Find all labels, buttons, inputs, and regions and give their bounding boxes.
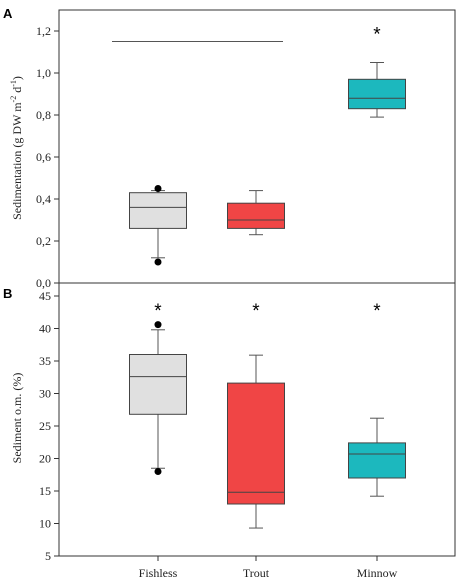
y-tick-label: 20 <box>39 452 51 466</box>
panel-b-y-axis: 5 10 15 20 25 30 35 40 45 <box>39 289 59 563</box>
box-minnow: * <box>348 25 406 118</box>
y-tick-label: 1,2 <box>36 24 51 38</box>
outlier-point <box>154 321 162 329</box>
panel-b-label: B <box>3 286 12 301</box>
box-fishless <box>129 185 187 266</box>
y-tick-label: 0,6 <box>36 150 51 164</box>
box-fishless: * <box>129 301 187 475</box>
y-tick-label: 15 <box>39 484 51 498</box>
panel-b: B 5 10 15 20 25 30 35 40 45 * * * Sediment o.m. (%… <box>3 282 456 580</box>
significance-marker: * <box>154 301 162 322</box>
y-tick-label: 1,0 <box>36 66 51 80</box>
y-tick-label: 30 <box>39 387 51 401</box>
y-tick-label: 45 <box>39 289 51 303</box>
y-tick-label: 0,8 <box>36 108 51 122</box>
box-iqr <box>129 354 187 415</box>
panel-a-label: A <box>3 6 13 21</box>
outlier-point <box>154 468 162 475</box>
panel-a-y-axis-title: Sedimentation (g DW m-2 d-1) <box>9 76 24 220</box>
y-tick-label: 40 <box>39 322 51 336</box>
y-tick-label: 0,4 <box>36 192 51 206</box>
box-minnow: * <box>348 301 406 497</box>
y-tick-label: 5 <box>45 549 51 563</box>
outlier-point <box>154 258 162 266</box>
y-tick-label: 0,0 <box>36 276 51 290</box>
box-iqr <box>129 192 187 229</box>
box-iqr <box>348 442 406 479</box>
significance-marker: * <box>252 301 260 322</box>
y-tick-label: 25 <box>39 419 51 433</box>
box-trout <box>227 190 285 236</box>
box-iqr <box>227 202 285 229</box>
panel-a-frame <box>58 9 456 284</box>
panel-b-y-axis-title: Sediment o.m. (%) <box>10 373 24 464</box>
box-iqr <box>227 382 285 505</box>
x-category-label: Trout <box>243 566 270 580</box>
significance-marker: * <box>373 25 381 46</box>
panel-a-y-axis: 0,0 0,2 0,4 0,6 0,8 1,0 1,2 <box>36 24 59 290</box>
panel-b-boxes: * * * <box>129 301 406 529</box>
panel-a: A 0,0 0,2 0,4 0,6 0,8 1,0 1,2 * Sedimentation … <box>3 6 456 290</box>
y-tick-label: 10 <box>39 517 51 531</box>
outlier-point <box>154 185 162 192</box>
significance-marker: * <box>373 301 381 322</box>
panel-b-frame <box>58 282 456 557</box>
panel-a-boxes: * <box>129 25 406 266</box>
y-tick-label: 0,2 <box>36 234 51 248</box>
x-axis: Fishless Trout Minnow <box>139 556 398 580</box>
y-tick-label: 35 <box>39 354 51 368</box>
x-category-label: Minnow <box>357 566 398 580</box>
box-iqr <box>348 78 406 110</box>
x-category-label: Fishless <box>139 566 178 580</box>
box-trout: * <box>227 301 285 529</box>
